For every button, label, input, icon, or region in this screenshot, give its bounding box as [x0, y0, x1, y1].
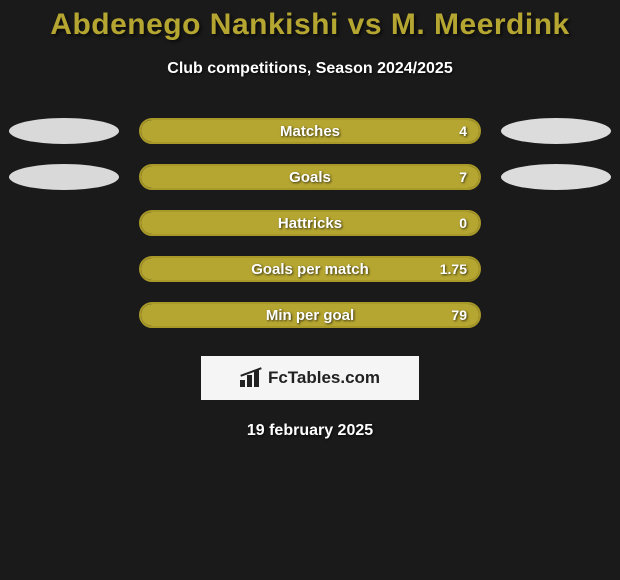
date-label: 19 february 2025 — [0, 422, 620, 440]
stat-label: Goals per match — [141, 258, 479, 280]
left-spacer — [9, 210, 119, 236]
right-spacer — [501, 210, 611, 236]
left-oval — [9, 118, 119, 144]
right-oval — [501, 118, 611, 144]
logo-text: FcTables.com — [268, 368, 380, 388]
stat-value: 0 — [459, 212, 467, 234]
right-oval — [501, 164, 611, 190]
stat-bar: Hattricks0 — [139, 210, 481, 236]
stat-row: Min per goal79 — [0, 302, 620, 328]
stat-row: Matches4 — [0, 118, 620, 144]
left-spacer — [9, 302, 119, 328]
stat-bar: Matches4 — [139, 118, 481, 144]
stat-value: 1.75 — [440, 258, 467, 280]
stat-label: Matches — [141, 120, 479, 142]
right-spacer — [501, 256, 611, 282]
stat-value: 79 — [451, 304, 467, 326]
stat-label: Goals — [141, 166, 479, 188]
stat-label: Hattricks — [141, 212, 479, 234]
chart-icon — [240, 369, 262, 387]
logo-box: FcTables.com — [201, 356, 419, 400]
left-oval — [9, 164, 119, 190]
page-title: Abdenego Nankishi vs M. Meerdink — [0, 8, 620, 42]
stats-list: Matches4 Goals7 Hattricks0 Goals per match1… — [0, 118, 620, 328]
stat-bar: Goals per match1.75 — [139, 256, 481, 282]
stat-value: 7 — [459, 166, 467, 188]
stat-bar: Goals7 — [139, 164, 481, 190]
right-spacer — [501, 302, 611, 328]
subtitle: Club competitions, Season 2024/2025 — [0, 60, 620, 78]
stat-row: Hattricks0 — [0, 210, 620, 236]
stat-label: Min per goal — [141, 304, 479, 326]
stat-bar: Min per goal79 — [139, 302, 481, 328]
stat-row: Goals per match1.75 — [0, 256, 620, 282]
stat-value: 4 — [459, 120, 467, 142]
left-spacer — [9, 256, 119, 282]
stat-row: Goals7 — [0, 164, 620, 190]
